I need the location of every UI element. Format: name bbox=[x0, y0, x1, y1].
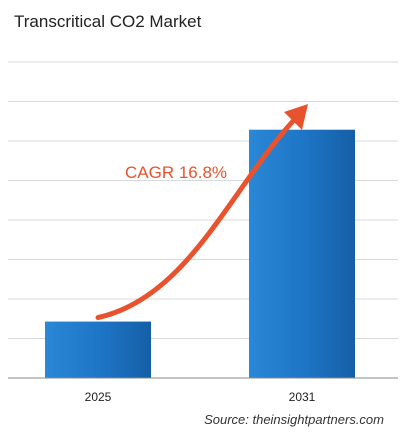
bar-2025 bbox=[45, 321, 151, 378]
x-tick-label-2031: 2031 bbox=[289, 390, 316, 404]
x-tick-labels: 2025 2031 bbox=[85, 390, 316, 404]
cagr-arrow bbox=[95, 104, 308, 321]
bars bbox=[45, 129, 355, 378]
x-tick-label-2025: 2025 bbox=[85, 390, 112, 404]
source-label: Source: theinsightpartners.com bbox=[204, 412, 384, 427]
cagr-arrow-line bbox=[95, 117, 297, 321]
cagr-label: CAGR 16.8% bbox=[125, 163, 227, 182]
bar-2031 bbox=[249, 129, 355, 378]
chart-title: Transcritical CO2 Market bbox=[14, 12, 202, 31]
cagr-arrow-head bbox=[284, 104, 308, 130]
